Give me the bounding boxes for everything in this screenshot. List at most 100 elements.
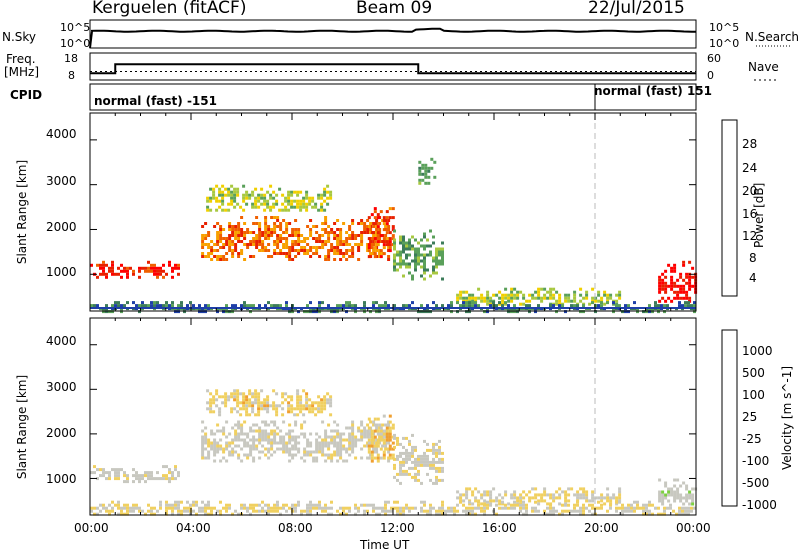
data-cell bbox=[294, 231, 298, 234]
data-cell bbox=[381, 444, 385, 448]
data-cell bbox=[294, 243, 298, 246]
data-cell bbox=[363, 310, 366, 314]
data-cell bbox=[240, 231, 244, 234]
data-cell bbox=[558, 487, 562, 491]
data-cell bbox=[308, 410, 312, 414]
data-cell bbox=[691, 502, 695, 506]
data-cell bbox=[252, 255, 256, 258]
data-cell bbox=[165, 503, 168, 507]
data-cell bbox=[345, 258, 349, 261]
data-cell bbox=[618, 496, 622, 500]
data-cell bbox=[261, 509, 264, 513]
data-cell bbox=[370, 246, 374, 250]
data-cell bbox=[267, 234, 271, 237]
data-cell bbox=[245, 398, 249, 402]
data-cell bbox=[423, 265, 426, 269]
data-cell bbox=[333, 246, 337, 249]
data-cell bbox=[432, 448, 435, 452]
data-cell bbox=[168, 503, 171, 507]
power-cbar-tick: 20 bbox=[742, 184, 758, 198]
data-cell bbox=[300, 426, 304, 430]
data-cell bbox=[237, 512, 240, 516]
nsearch-tick-bottom: 10^0 bbox=[709, 37, 740, 50]
data-cell bbox=[222, 243, 226, 246]
data-cell bbox=[243, 432, 247, 436]
data-cell bbox=[468, 500, 471, 504]
data-cell bbox=[276, 506, 279, 510]
data-cell bbox=[591, 490, 595, 494]
data-cell bbox=[363, 444, 367, 448]
data-cell bbox=[300, 456, 304, 460]
data-cell bbox=[375, 438, 379, 442]
data-cell bbox=[339, 432, 343, 436]
data-cell bbox=[339, 441, 343, 445]
data-cell bbox=[367, 456, 371, 460]
data-cell bbox=[254, 202, 258, 206]
data-cell bbox=[228, 225, 232, 228]
data-cell bbox=[242, 199, 246, 203]
data-cell bbox=[462, 493, 466, 497]
data-cell bbox=[684, 304, 687, 308]
data-cell bbox=[255, 234, 259, 237]
data-cell bbox=[618, 290, 622, 294]
data-cell bbox=[144, 512, 147, 516]
data-cell bbox=[375, 249, 379, 252]
data-cell bbox=[312, 237, 316, 240]
data-cell bbox=[408, 457, 411, 461]
data-cell bbox=[405, 436, 408, 440]
data-cell bbox=[255, 509, 258, 513]
data-cell bbox=[153, 477, 156, 481]
data-cell bbox=[318, 444, 322, 448]
data-cell bbox=[492, 499, 496, 503]
data-cell bbox=[534, 310, 537, 314]
data-cell bbox=[354, 503, 357, 507]
data-cell bbox=[684, 509, 687, 513]
data-cell bbox=[266, 404, 270, 408]
data-cell bbox=[237, 435, 241, 439]
data-cell bbox=[618, 296, 622, 300]
data-cell bbox=[378, 255, 382, 258]
data-cell bbox=[687, 304, 690, 308]
data-cell bbox=[279, 512, 282, 516]
data-cell bbox=[231, 228, 235, 231]
data-cell bbox=[324, 429, 328, 433]
data-cell bbox=[664, 275, 668, 279]
data-cell bbox=[309, 509, 312, 513]
data-cell bbox=[426, 304, 429, 308]
data-cell bbox=[309, 441, 313, 445]
data-cell bbox=[297, 500, 300, 504]
data-cell bbox=[684, 506, 687, 510]
data-cell bbox=[600, 506, 603, 510]
data-cell bbox=[525, 493, 529, 497]
data-cell bbox=[225, 420, 229, 424]
data-cell bbox=[402, 238, 405, 242]
data-cell bbox=[230, 407, 234, 411]
data-cell bbox=[317, 395, 321, 399]
data-cell bbox=[366, 228, 370, 231]
data-cell bbox=[204, 432, 208, 436]
data-cell bbox=[333, 420, 337, 424]
data-cell bbox=[456, 503, 459, 507]
data-cell bbox=[606, 293, 610, 297]
data-cell bbox=[108, 503, 111, 507]
data-cell bbox=[435, 250, 438, 254]
data-cell bbox=[408, 247, 411, 251]
data-cell bbox=[240, 234, 244, 237]
data-cell bbox=[291, 228, 295, 231]
data-cell bbox=[360, 231, 364, 234]
data-cell bbox=[360, 429, 364, 433]
data-cell bbox=[267, 441, 271, 445]
data-cell bbox=[396, 478, 399, 482]
data-cell bbox=[171, 509, 174, 513]
data-cell bbox=[318, 506, 321, 510]
data-cell bbox=[411, 244, 414, 248]
data-cell bbox=[156, 477, 159, 481]
data-cell bbox=[330, 441, 334, 445]
data-cell bbox=[388, 240, 392, 244]
data-cell bbox=[682, 278, 686, 282]
data-cell bbox=[609, 293, 613, 297]
data-cell bbox=[225, 441, 229, 445]
data-cell bbox=[348, 237, 352, 240]
data-cell bbox=[372, 423, 376, 427]
data-cell bbox=[201, 453, 205, 457]
